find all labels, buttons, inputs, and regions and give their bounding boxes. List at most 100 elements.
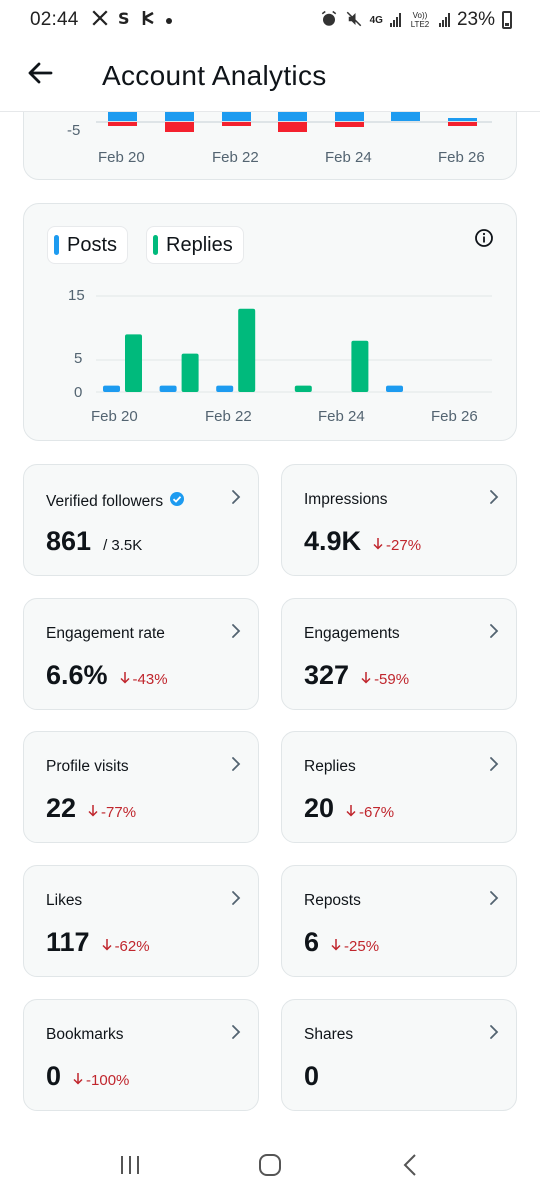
back-nav-button[interactable]	[390, 1148, 430, 1188]
home-button[interactable]	[250, 1148, 290, 1188]
metric-change: -77%	[88, 804, 136, 821]
metric-label: Impressions	[304, 491, 388, 508]
bar-posts-feb-22	[216, 385, 234, 392]
x-tick-label: Feb 24	[318, 408, 365, 425]
metric-card-reposts[interactable]: Reposts 6 -25%	[281, 865, 517, 977]
bar-replies-feb-23	[294, 385, 312, 392]
svg-text:S: S	[118, 9, 130, 27]
app-header: Account Analytics	[0, 40, 540, 112]
chevron-right-icon	[226, 754, 246, 774]
metric-value: 6	[304, 927, 320, 957]
arrow-down-icon	[361, 671, 371, 688]
metric-change: -27%	[373, 537, 421, 554]
posts-replies-chart-card: Posts Replies 15 5 0 Feb 20 Feb 22 Feb 2…	[23, 203, 517, 441]
metric-label: Replies	[304, 758, 356, 775]
metric-total: / 3.5K	[103, 537, 143, 554]
metric-change: -62%	[102, 938, 150, 955]
metric-change-value: -27%	[386, 537, 422, 554]
home-icon	[258, 1153, 282, 1182]
legend-replies-swatch	[153, 235, 158, 255]
system-nav-bar	[0, 1135, 540, 1200]
chevron-right-icon	[484, 754, 504, 774]
metric-change: -100%	[73, 1072, 129, 1089]
metric-card-bookmarks[interactable]: Bookmarks 0 -100%	[23, 999, 259, 1111]
metric-value: 0	[46, 1061, 62, 1091]
metric-change-value: -43%	[132, 671, 168, 688]
bar-posts-feb-21	[159, 385, 177, 392]
recent-apps-button[interactable]	[110, 1148, 150, 1188]
metric-card-engagements[interactable]: Engagements 327 -59%	[281, 598, 517, 710]
bar-positive	[335, 111, 364, 121]
chevron-right-icon	[226, 1022, 246, 1042]
bar-negative	[222, 122, 251, 126]
bar-posts-feb-25	[386, 385, 403, 392]
bar-posts-feb-20	[103, 385, 120, 392]
metric-change: -25%	[331, 938, 379, 955]
arrow-left-icon	[27, 62, 53, 89]
x-tick-label: Feb 20	[91, 408, 138, 425]
metric-change-value: -59%	[374, 671, 410, 688]
metric-label: Reposts	[304, 892, 361, 909]
volte-label: Vo)) LTE2	[410, 11, 430, 29]
bar-negative	[165, 122, 194, 132]
chevron-right-icon	[484, 1022, 504, 1042]
dot-icon	[165, 10, 173, 30]
bar-replies-feb-21	[181, 353, 199, 392]
metric-label: Engagements	[304, 625, 400, 642]
metric-card-verified-followers[interactable]: Verified followers 861 / 3.5K	[23, 464, 259, 576]
metric-label: Bookmarks	[46, 1026, 124, 1043]
metric-change-value: -100%	[86, 1072, 130, 1089]
info-icon[interactable]	[474, 228, 494, 248]
app-s-icon: S	[117, 9, 133, 32]
battery-icon	[502, 11, 512, 29]
metric-value: 0	[304, 1061, 320, 1091]
bar-negative	[335, 122, 364, 127]
arrow-down-icon	[102, 938, 112, 955]
page-title: Account Analytics	[102, 59, 327, 91]
x-tick-label: Feb 26	[431, 408, 478, 425]
metric-value: 117	[46, 927, 90, 957]
metric-card-engagement-rate[interactable]: Engagement rate 6.6% -43%	[23, 598, 259, 710]
legend-posts[interactable]: Posts	[47, 226, 129, 264]
bar-replies-feb-22	[238, 308, 256, 392]
battery-percent: 23%	[456, 9, 495, 30]
metric-change-value: -77%	[101, 804, 137, 821]
y-tick-label: 0	[74, 384, 83, 401]
metric-value: 22	[46, 793, 77, 823]
x-logo-icon	[91, 9, 109, 32]
chevron-right-icon	[484, 888, 504, 908]
chevron-right-icon	[226, 888, 246, 908]
metric-card-shares[interactable]: Shares 0	[281, 999, 517, 1111]
metric-card-impressions[interactable]: Impressions 4.9K -27%	[281, 464, 517, 576]
x-tick-label: Feb 22	[212, 149, 259, 166]
metric-card-profile-visits[interactable]: Profile visits 22 -77%	[23, 731, 259, 843]
net-change-chart	[96, 111, 492, 132]
chevron-right-icon	[484, 487, 504, 507]
metric-change: -67%	[346, 804, 394, 821]
chevron-left-icon	[402, 1153, 418, 1182]
metric-label: Profile visits	[46, 758, 129, 775]
x-tick-label: Feb 20	[98, 149, 145, 166]
chevron-right-icon	[226, 621, 246, 641]
arrow-down-icon	[73, 1072, 83, 1089]
metric-label: Engagement rate	[46, 625, 165, 642]
bar-negative	[448, 122, 477, 126]
chevron-right-icon	[484, 621, 504, 641]
legend-replies[interactable]: Replies	[146, 226, 244, 264]
bar-positive	[165, 111, 194, 121]
arrow-down-icon	[120, 671, 130, 688]
app-b-icon	[141, 9, 157, 32]
arrow-down-icon	[373, 537, 383, 554]
metric-value: 327	[304, 660, 350, 690]
metric-change-value: -62%	[114, 938, 150, 955]
bar-negative	[108, 122, 137, 126]
arrow-down-icon	[346, 804, 356, 821]
arrow-down-icon	[88, 804, 98, 821]
back-button[interactable]	[10, 46, 70, 106]
metric-card-likes[interactable]: Likes 117 -62%	[23, 865, 259, 977]
chevron-right-icon	[226, 487, 246, 507]
legend-posts-swatch	[54, 235, 59, 255]
metric-card-replies[interactable]: Replies 20 -67%	[281, 731, 517, 843]
metric-value: 6.6%	[46, 660, 108, 690]
metric-change-value: -67%	[359, 804, 395, 821]
